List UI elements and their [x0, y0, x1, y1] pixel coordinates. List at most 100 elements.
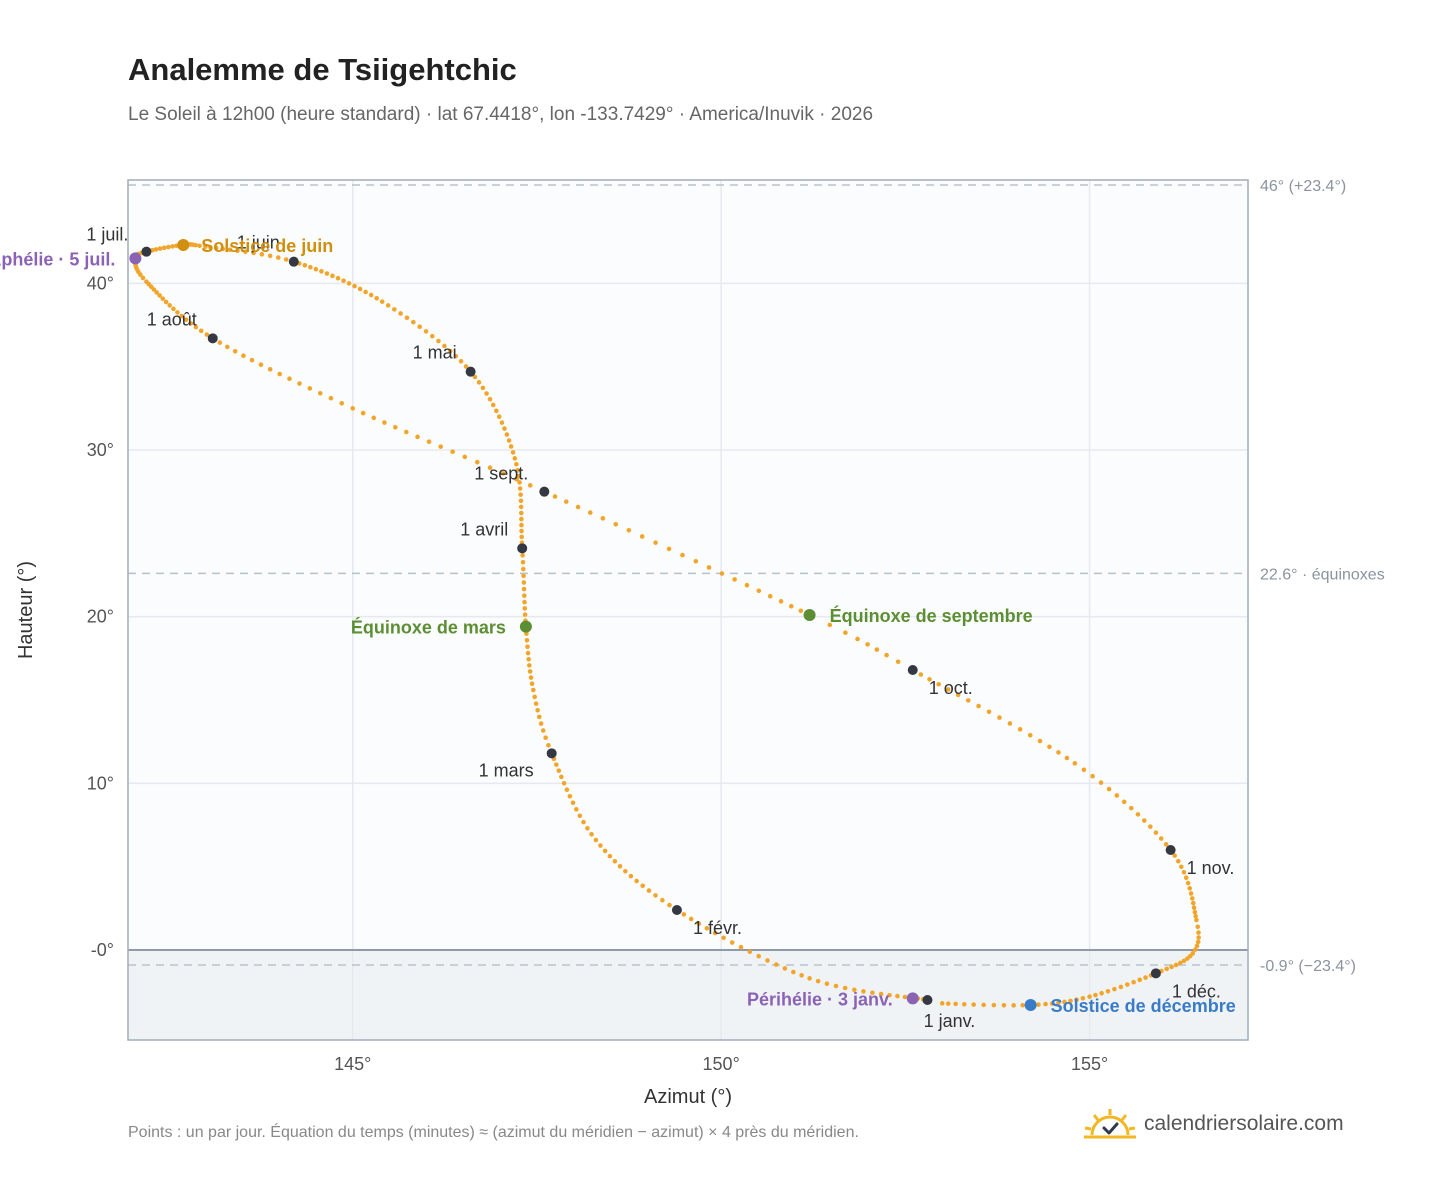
- day-point: [1011, 1003, 1016, 1008]
- day-point: [945, 687, 951, 692]
- month-marker: [288, 256, 299, 267]
- day-point: [1098, 780, 1104, 785]
- y-tick-label: 20°: [87, 607, 114, 627]
- day-point: [543, 735, 548, 740]
- day-point: [258, 362, 264, 368]
- day-point: [927, 676, 932, 682]
- day-point: [756, 588, 762, 594]
- day-point: [283, 257, 289, 262]
- day-point: [895, 993, 900, 999]
- day-point: [151, 287, 157, 292]
- day-point: [1125, 982, 1130, 987]
- day-point: [666, 546, 672, 552]
- day-point: [971, 1002, 976, 1007]
- day-point: [1143, 975, 1148, 980]
- day-point: [559, 774, 564, 780]
- day-point: [480, 385, 486, 391]
- day-point: [861, 989, 866, 994]
- day-point: [706, 565, 712, 570]
- x-tick-label: 145°: [334, 1054, 371, 1074]
- day-point: [667, 902, 672, 908]
- day-point: [371, 415, 377, 421]
- day-point: [939, 1001, 945, 1006]
- day-point: [1072, 761, 1078, 766]
- day-point: [533, 701, 539, 706]
- day-point: [404, 429, 409, 435]
- day-point: [538, 721, 544, 726]
- reference-line-label: 46° (+23.4°): [1260, 178, 1346, 195]
- day-point: [738, 944, 744, 950]
- day-point: [1194, 917, 1199, 923]
- day-point: [1196, 935, 1201, 940]
- day-point: [653, 540, 658, 545]
- day-point: [1114, 793, 1120, 798]
- plot-frame: [127, 179, 1249, 1041]
- day-point: [436, 338, 441, 344]
- month-label: 1 sept.: [474, 464, 528, 484]
- day-point: [598, 843, 603, 848]
- day-point: [227, 247, 233, 253]
- day-point: [1192, 909, 1198, 915]
- day-point: [415, 434, 420, 440]
- day-point: [936, 681, 941, 687]
- month-markers: 1 janv. 1 févr. 1 mars 1 avril 1 mai 1 juin 1 …: [86, 225, 1234, 1031]
- day-point: [508, 444, 514, 449]
- day-point: [341, 278, 346, 284]
- day-point: [526, 656, 531, 662]
- day-point: [179, 313, 184, 319]
- day-point: [1142, 818, 1147, 823]
- day-point: [1185, 956, 1190, 961]
- day-point: [357, 286, 363, 292]
- x-axis-label: Azimut (°): [644, 1086, 732, 1108]
- day-point: [824, 981, 830, 987]
- month-marker: [1150, 968, 1161, 979]
- event-label: Solstice de décembre: [1051, 996, 1236, 1016]
- month-marker: [671, 905, 682, 915]
- day-point: [404, 315, 410, 321]
- day-point: [842, 985, 848, 991]
- day-point: [986, 709, 992, 715]
- day-point: [874, 647, 880, 652]
- month-label: 1 nov.: [1187, 858, 1235, 878]
- day-point: [368, 292, 374, 298]
- day-point: [504, 432, 510, 437]
- day-point: [536, 714, 542, 720]
- day-point: [183, 317, 189, 322]
- day-point: [1062, 999, 1067, 1005]
- day-point: [363, 289, 368, 295]
- day-point: [1027, 732, 1033, 738]
- day-point: [235, 248, 240, 254]
- event-label: Périhélie · 3 janv.: [747, 989, 893, 1009]
- day-point: [1099, 990, 1104, 996]
- day-point: [976, 703, 981, 709]
- day-point: [287, 376, 292, 382]
- day-point: [778, 599, 784, 604]
- day-point: [991, 1002, 997, 1008]
- day-point: [524, 637, 530, 643]
- day-point: [567, 793, 573, 799]
- day-point: [693, 559, 699, 564]
- day-point: [554, 762, 559, 767]
- day-point: [220, 246, 226, 252]
- day-point: [521, 566, 526, 572]
- day-point: [581, 819, 586, 825]
- day-point: [1118, 984, 1124, 990]
- day-point: [1080, 996, 1086, 1001]
- day-point: [563, 499, 569, 504]
- day-point: [561, 780, 567, 786]
- day-point: [426, 439, 432, 445]
- day-point: [463, 364, 469, 369]
- reference-line-label: -0.9° (−23.4°): [1260, 958, 1356, 975]
- day-point: [827, 622, 833, 628]
- day-point: [953, 1001, 958, 1007]
- day-point: [540, 728, 546, 733]
- day-point: [458, 358, 464, 364]
- day-point: [1131, 979, 1136, 985]
- day-point: [732, 577, 737, 582]
- day-point: [166, 244, 171, 250]
- day-point: [1068, 998, 1073, 1004]
- day-point: [517, 486, 523, 491]
- day-point: [518, 492, 523, 497]
- day-point: [175, 310, 180, 315]
- month-marker: [1165, 845, 1176, 855]
